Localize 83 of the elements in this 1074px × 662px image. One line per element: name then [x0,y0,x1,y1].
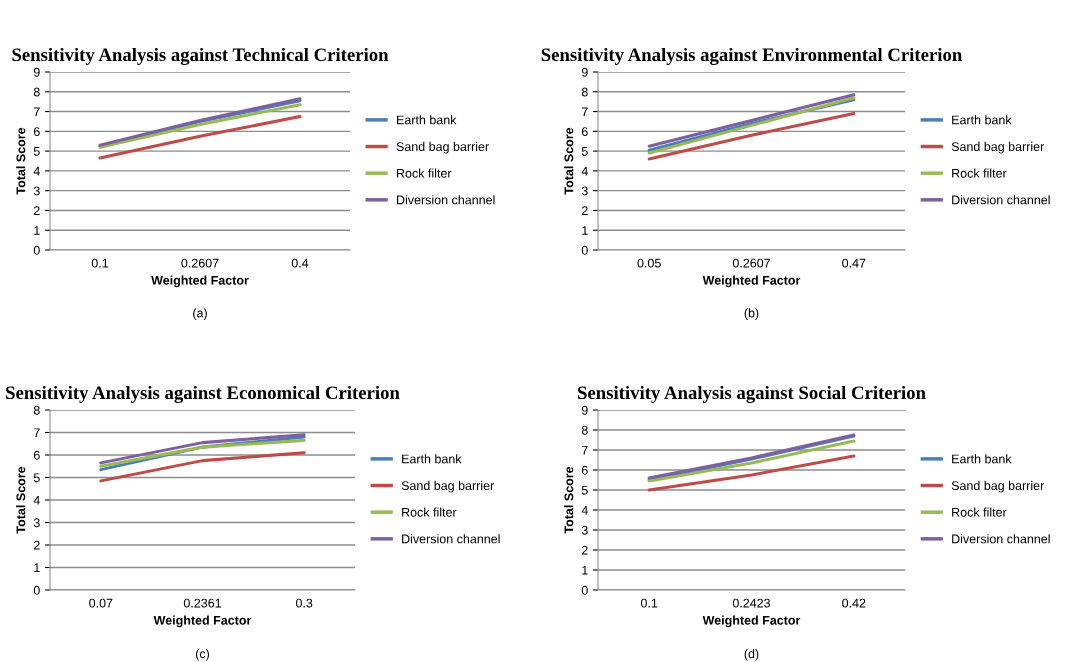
y-tick-label: 1 [34,563,40,573]
y-tick-label: 2 [33,206,40,215]
y-tick-label: 3 [581,525,588,535]
legend-label: Sand bag barrier [401,480,495,493]
legend-label: Diversion channel [397,195,495,205]
y-tick-label: 2 [33,540,40,550]
y-axis-title: Total Score [564,466,574,534]
legend-label: Diversion channel [952,534,1050,544]
x-tick-label: 0.4 [291,258,309,268]
legend-label: Earth bank [402,454,462,464]
x-tick-label: 0.2607 [181,258,219,268]
x-tick-label: 0.42 [842,598,866,608]
chart-title: Sensitivity Analysis against Technical Criterion [12,47,389,66]
y-axis-title: Total Score [16,127,26,195]
y-tick-label: 4 [581,505,588,515]
y-tick-label: 0 [33,245,40,255]
text: (a) [193,308,207,320]
y-tick-label: 3 [33,186,40,196]
x-axis-title: Weighted Factor [153,615,252,628]
legend-label: Rock filter [952,168,1007,178]
chart-title: Sensitivity Analysis against Social Criterion [578,385,926,404]
x-axis-title: Weighted Factor [151,275,249,288]
y-tick-label: 4 [581,166,588,176]
y-tick-label: 9 [581,405,588,415]
x-tick-label: 0.07 [89,598,113,608]
y-tick-label: 3 [33,518,40,528]
y-tick-label: 2 [581,206,588,215]
text: (b) [744,308,759,320]
y-tick-label: 0 [581,245,588,255]
legend-label: Earth bank [952,454,1012,464]
x-tick-label: 0.05 [637,258,661,268]
y-tick-label: 2 [581,545,588,555]
text: (c) [195,648,210,661]
y-tick-label: 4 [33,495,40,505]
y-tick-label: 6 [581,127,588,136]
y-tick-label: 6 [33,127,40,136]
y-tick-label: 7 [33,107,40,117]
y-tick-label: 6 [33,450,40,460]
x-axis-title: Weighted Factor [702,275,801,288]
y-tick-label: 0 [33,585,40,595]
x-tick-label: 0.3 [295,598,313,608]
y-tick-label: 8 [33,87,40,97]
y-tick-label: 5 [581,147,588,156]
y-tick-label: 8 [581,425,588,435]
x-tick-label: 0.2361 [183,598,222,608]
legend-label: Rock filter [402,507,457,517]
y-tick-label: 8 [33,405,40,415]
legend-label: Diversion channel [952,195,1050,205]
y-tick-label: 8 [581,87,588,97]
y-tick-label: 1 [582,226,588,235]
y-tick-label: 9 [33,67,40,77]
legend-label: Sand bag barrier [951,480,1045,493]
y-tick-label: 1 [34,226,40,235]
y-tick-label: 6 [581,465,588,475]
y-tick-label: 7 [581,445,588,455]
y-axis-title: Total Score [564,127,574,195]
y-tick-label: 5 [33,147,40,156]
y-tick-label: 4 [33,166,40,176]
legend-label: Diversion channel [402,534,500,544]
x-tick-label: 0.47 [842,258,866,268]
legend-label: Rock filter [397,168,452,178]
chart-title: Sensitivity Analysis against Environmental Criterion [541,47,963,66]
x-tick-label: 0.2423 [732,598,771,608]
y-tick-label: 3 [581,186,588,196]
chart-title: Sensitivity Analysis against Economical Criterion [6,385,400,404]
text: (d) [744,648,759,661]
x-tick-label: 0.1 [640,598,658,608]
y-tick-label: 7 [33,428,40,438]
x-axis-title: Weighted Factor [702,615,801,628]
x-tick-label: 0.2607 [732,258,770,268]
y-tick-label: 0 [581,585,588,595]
legend-label: Rock filter [952,507,1007,517]
legend-label: Earth bank [397,115,457,125]
y-tick-label: 5 [33,473,40,483]
x-tick-label: 0.1 [91,258,109,268]
y-tick-label: 1 [582,565,588,575]
y-tick-label: 5 [581,485,588,495]
legend-label: Sand bag barrier [396,141,489,154]
y-axis-title: Total Score [16,466,26,534]
y-tick-label: 7 [581,107,588,117]
y-tick-label: 9 [581,67,588,77]
legend-label: Earth bank [952,115,1012,125]
legend-label: Sand bag barrier [951,141,1045,154]
